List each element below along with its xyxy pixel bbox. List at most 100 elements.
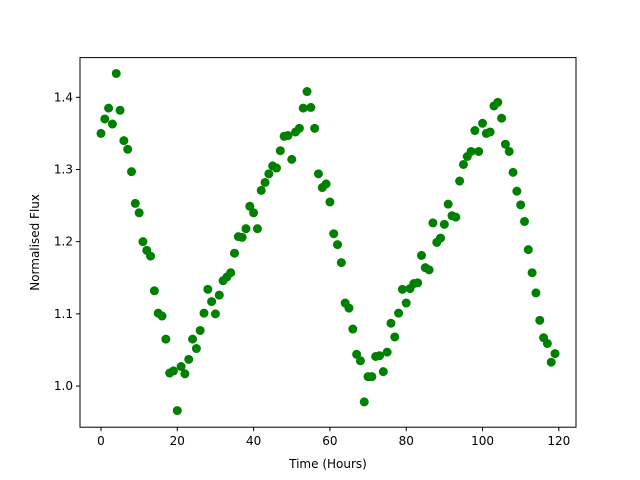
x-axis-title: Time (Hours) bbox=[288, 457, 367, 471]
data-point bbox=[119, 136, 129, 146]
data-point bbox=[378, 367, 388, 377]
data-point bbox=[207, 297, 217, 307]
data-point bbox=[230, 248, 240, 258]
data-point bbox=[287, 154, 297, 164]
x-tick-label: 80 bbox=[399, 434, 414, 448]
data-point bbox=[436, 233, 446, 243]
data-point bbox=[474, 146, 484, 156]
data-point bbox=[512, 186, 522, 196]
data-point bbox=[123, 144, 133, 154]
data-point bbox=[191, 344, 201, 354]
data-point bbox=[271, 163, 281, 173]
data-point bbox=[542, 338, 552, 348]
data-point bbox=[394, 308, 404, 318]
data-point bbox=[428, 218, 438, 228]
data-point bbox=[188, 334, 198, 344]
data-point bbox=[302, 87, 312, 97]
data-point bbox=[306, 102, 316, 112]
data-point bbox=[161, 334, 171, 344]
data-point bbox=[382, 347, 392, 357]
data-point bbox=[470, 126, 480, 136]
data-point bbox=[348, 324, 358, 334]
data-point bbox=[329, 229, 339, 239]
data-point bbox=[451, 212, 461, 222]
data-point bbox=[367, 372, 377, 382]
data-point bbox=[283, 131, 293, 141]
data-point bbox=[260, 177, 270, 187]
data-point bbox=[134, 208, 144, 218]
data-point bbox=[252, 224, 262, 234]
data-point bbox=[504, 146, 514, 156]
x-tick-label: 40 bbox=[246, 434, 261, 448]
data-point bbox=[386, 318, 396, 328]
data-point bbox=[416, 250, 426, 260]
y-tick-label: 1.2 bbox=[54, 235, 73, 249]
data-point bbox=[516, 200, 526, 210]
data-point bbox=[176, 362, 186, 372]
x-tick-label: 100 bbox=[471, 434, 494, 448]
data-point bbox=[294, 123, 304, 133]
x-tick-label: 120 bbox=[547, 434, 570, 448]
data-point bbox=[172, 406, 182, 416]
x-tick-label: 0 bbox=[97, 434, 105, 448]
data-point bbox=[210, 309, 220, 319]
x-axis-ticks: 0 20 40 60 80 100 120 bbox=[97, 427, 570, 448]
data-point bbox=[249, 208, 259, 218]
data-point bbox=[264, 169, 274, 179]
y-tick-label: 1.1 bbox=[54, 307, 73, 321]
data-point bbox=[325, 197, 335, 207]
data-point bbox=[336, 258, 346, 268]
data-point bbox=[443, 199, 453, 209]
data-point bbox=[203, 284, 213, 294]
data-point bbox=[355, 356, 365, 366]
x-tick-label: 60 bbox=[322, 434, 337, 448]
data-point bbox=[497, 113, 507, 123]
data-point bbox=[493, 97, 503, 107]
data-point bbox=[455, 176, 465, 186]
y-axis-title: Normalised Flux bbox=[28, 194, 42, 291]
plot-frame bbox=[79, 57, 577, 428]
data-point bbox=[180, 369, 190, 379]
data-point bbox=[466, 146, 476, 156]
data-point bbox=[523, 245, 533, 255]
data-point bbox=[375, 351, 385, 361]
data-point bbox=[413, 278, 423, 288]
data-point bbox=[168, 366, 178, 376]
data-point bbox=[195, 325, 205, 335]
data-point bbox=[333, 240, 343, 250]
data-point bbox=[256, 185, 266, 195]
data-point bbox=[226, 268, 236, 278]
data-point bbox=[531, 288, 541, 298]
data-point bbox=[138, 237, 148, 247]
y-tick-label: 1.0 bbox=[54, 379, 73, 393]
data-point bbox=[439, 219, 449, 229]
data-point bbox=[519, 216, 529, 226]
data-point bbox=[157, 311, 167, 321]
data-point bbox=[359, 397, 369, 407]
data-point bbox=[397, 284, 407, 294]
data-point bbox=[146, 251, 156, 261]
data-point bbox=[130, 198, 140, 208]
data-point bbox=[115, 105, 125, 115]
data-point bbox=[199, 308, 209, 318]
data-point bbox=[458, 159, 468, 169]
data-point bbox=[535, 315, 545, 325]
data-point bbox=[478, 118, 488, 128]
data-point bbox=[298, 103, 308, 113]
data-point bbox=[390, 332, 400, 342]
data-point bbox=[96, 128, 106, 138]
data-point bbox=[241, 224, 251, 234]
data-point bbox=[245, 201, 255, 211]
y-tick-label: 1.4 bbox=[54, 90, 73, 104]
data-point bbox=[508, 167, 518, 177]
data-point bbox=[275, 146, 285, 156]
x-tick-label: 20 bbox=[170, 434, 185, 448]
y-tick-label: 1.3 bbox=[54, 162, 73, 176]
data-point bbox=[107, 119, 117, 129]
data-point bbox=[500, 139, 510, 149]
data-point bbox=[313, 169, 323, 179]
data-point bbox=[352, 349, 362, 359]
data-point bbox=[310, 123, 320, 133]
data-point bbox=[184, 354, 194, 364]
